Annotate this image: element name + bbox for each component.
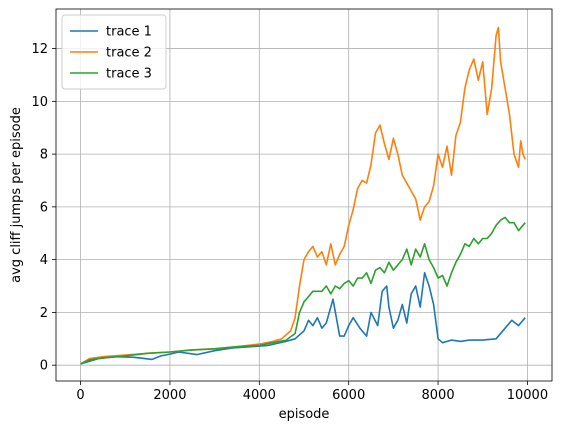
x-tick-label: 10000 <box>507 388 548 403</box>
y-tick-label: 2 <box>40 306 48 321</box>
legend: trace 1 trace 2 trace 3 <box>61 14 167 90</box>
legend-label: trace 2 <box>106 46 152 61</box>
x-axis-ticks: 0 2000 4000 6000 8000 10000 <box>76 381 548 403</box>
y-tick-label: 10 <box>31 95 48 110</box>
x-tick-label: 2000 <box>153 388 186 403</box>
y-axis-label: avg cliff jumps per episode <box>9 107 24 283</box>
y-axis-ticks: 0 2 4 6 8 10 12 <box>31 42 56 374</box>
series-lines <box>80 26 526 365</box>
y-tick-label: 0 <box>40 359 48 374</box>
series-line-2 <box>80 26 526 365</box>
legend-box <box>61 14 167 90</box>
grid <box>56 9 552 381</box>
y-tick-label: 4 <box>40 253 48 268</box>
x-tick-label: 4000 <box>243 388 276 403</box>
y-tick-label: 12 <box>31 42 48 57</box>
legend-label: trace 3 <box>106 67 152 82</box>
y-tick-label: 6 <box>40 200 48 215</box>
plot-frame <box>55 8 553 382</box>
x-tick-label: 0 <box>76 388 84 403</box>
series-line-3 <box>80 216 526 365</box>
legend-label: trace 1 <box>106 25 152 40</box>
x-axis-label: episode <box>279 407 330 422</box>
series-line-1 <box>80 272 526 365</box>
x-tick-label: 6000 <box>332 388 365 403</box>
y-tick-label: 8 <box>40 148 48 163</box>
x-tick-label: 8000 <box>422 388 455 403</box>
